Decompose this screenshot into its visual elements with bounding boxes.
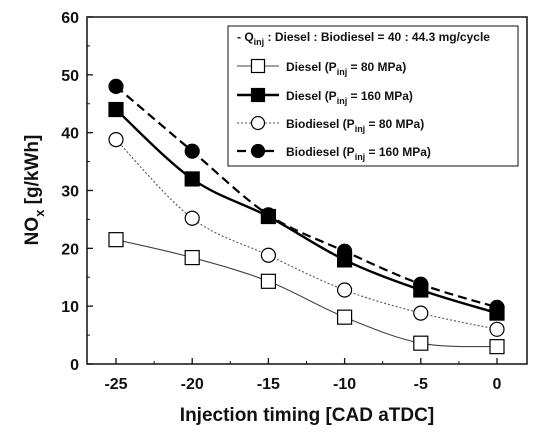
data-point-s1-1 [108, 232, 124, 248]
legend-header: - Qinj : Diesel : Biodiesel = 40 : 44.3 … [237, 30, 490, 47]
y-tick-label: 40 [61, 126, 79, 143]
data-point-s3-1 [108, 132, 124, 148]
data-point-s1-2 [184, 249, 200, 266]
y-tick-label: 60 [61, 10, 79, 27]
y-tick-label: 0 [70, 357, 79, 374]
y-axis-ticks: 0 10 20 30 40 50 60 [61, 10, 93, 374]
series-markers [108, 78, 505, 355]
data-point-s2-1 [108, 101, 124, 118]
data-point-s1-5 [413, 335, 429, 351]
data-point-s3-6 [489, 321, 505, 337]
data-point-s1-6 [489, 339, 505, 355]
legend: - Qinj : Diesel : Biodiesel = 40 : 44.3 … [227, 25, 519, 167]
y-axis-title: NOx [g/kWh] [22, 135, 47, 246]
legend-label-2: Diesel (Pinj = 160 MPa) [286, 89, 413, 106]
data-point-s2-2 [184, 171, 200, 187]
series-line-3 [115, 139, 498, 330]
data-point-s4-6 [489, 299, 505, 315]
x-axis-title: Injection timing [CAD aTDC] [180, 405, 434, 426]
legend-label-1: Diesel (Pinj = 80 MPa) [286, 60, 406, 77]
data-point-s4-4 [337, 243, 353, 259]
y-tick-label: 50 [61, 68, 79, 85]
data-point-s4-1 [108, 78, 124, 95]
y-tick-label: 30 [61, 184, 79, 201]
y-axis-title-subscript: x [32, 209, 47, 217]
legend-marker-2 [250, 87, 266, 103]
data-point-s4-5 [413, 276, 429, 292]
legend-marker-1 [250, 58, 266, 74]
legend-marker-3 [250, 115, 266, 131]
data-point-s3-4 [337, 282, 353, 298]
legend-label-3: Biodiesel (Pinj = 80 MPa) [286, 117, 424, 134]
legend-header-subscript: inj [254, 37, 265, 47]
legend-marker-4 [250, 143, 266, 159]
x-tick-label: -20 [181, 376, 204, 393]
data-point-s4-3 [260, 207, 276, 223]
x-tick-label: -25 [104, 376, 127, 393]
x-tick-label: -15 [257, 376, 280, 393]
x-axis-ticks: -25 -20 -15 -10 -5 0 [104, 358, 502, 393]
legend-items: Diesel (Pinj = 80 MPa) Diesel (Pinj = 160… [237, 58, 431, 162]
data-point-s3-5 [413, 305, 429, 321]
data-point-s1-4 [337, 309, 353, 325]
data-point-s1-3 [260, 273, 276, 289]
data-point-s4-2 [184, 143, 200, 159]
x-tick-label: -10 [333, 376, 356, 393]
x-tick-label: -5 [414, 376, 428, 393]
y-tick-label: 10 [61, 299, 79, 316]
y-tick-label: 20 [61, 241, 79, 258]
x-tick-label: 0 [493, 376, 502, 393]
legend-label-4: Biodiesel (Pinj = 160 MPa) [286, 145, 431, 162]
series-line-1 [115, 239, 498, 348]
data-point-s3-2 [184, 210, 200, 226]
data-point-s3-3 [260, 247, 276, 263]
